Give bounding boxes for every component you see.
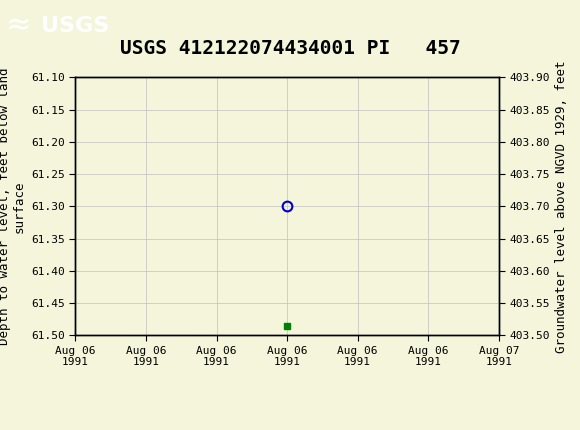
Y-axis label: Depth to water level, feet below land
surface: Depth to water level, feet below land su… [0, 68, 26, 345]
Text: USGS: USGS [41, 16, 109, 36]
Y-axis label: Groundwater level above NGVD 1929, feet: Groundwater level above NGVD 1929, feet [555, 60, 568, 353]
Text: USGS 412122074434001 PI   457: USGS 412122074434001 PI 457 [119, 39, 461, 58]
Text: ≈: ≈ [6, 11, 31, 40]
